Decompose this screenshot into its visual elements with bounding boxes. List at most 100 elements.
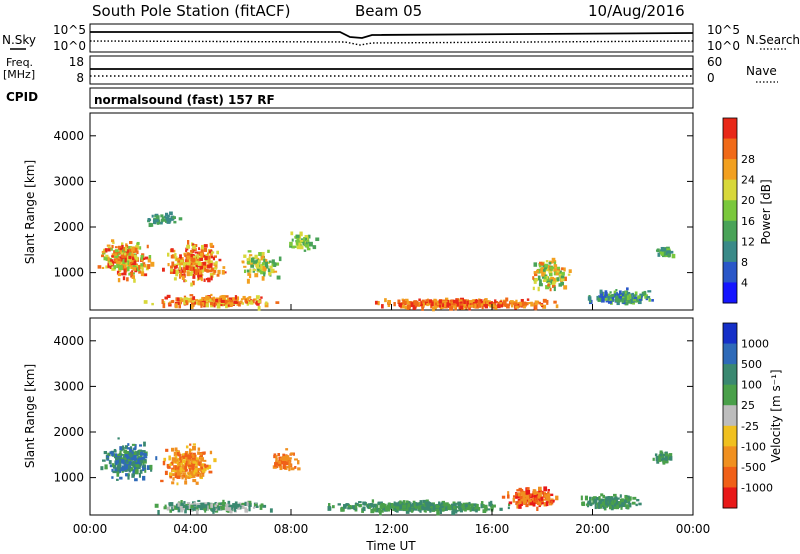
power-return-cell (484, 298, 488, 302)
power-return-cell (241, 302, 244, 305)
velocity-return-cell (593, 498, 597, 504)
power-return-cell (520, 298, 524, 303)
power-return-cell (597, 297, 602, 302)
power-return-cell (540, 303, 543, 307)
power-return-cell (418, 298, 421, 301)
x-tick-label: 04:00 (173, 522, 208, 536)
velocity-return-cell (184, 455, 189, 460)
velocity-return-cell (610, 505, 614, 511)
power-return-cell (549, 287, 552, 292)
power-return-cell (422, 302, 425, 307)
power-return-cell (551, 257, 556, 261)
power-return-cell (166, 294, 171, 299)
velocity-return-cell (589, 496, 592, 502)
velocity-return-cell (587, 500, 590, 505)
power-return-cell (207, 252, 210, 255)
power-return-cell (175, 264, 178, 269)
velocity-return-cell (281, 461, 284, 464)
power-return-cell (261, 255, 265, 260)
power-return-cell (623, 293, 628, 296)
power-return-cell (563, 276, 567, 282)
power-return-cell (210, 293, 213, 297)
velocity-return-cell (196, 459, 200, 463)
velocity-return-cell (132, 469, 135, 474)
power-return-cell (107, 248, 111, 252)
velocity-return-cell (400, 503, 404, 506)
velocity-return-cell (628, 498, 631, 502)
power-return-cell (199, 265, 204, 270)
power-return-cell (248, 273, 252, 279)
velocity-return-cell (206, 467, 210, 470)
power-return-cell (190, 282, 193, 287)
power-return-cell (666, 250, 670, 254)
velocity-return-cell (111, 468, 114, 472)
velocity-return-cell (278, 460, 281, 464)
cpid-label: CPID (6, 90, 38, 104)
power-return-cell (210, 275, 213, 281)
velocity-return-cell (464, 506, 467, 512)
velocity-y-tick-label: 4000 (53, 334, 84, 348)
power-return-cell (116, 270, 120, 275)
velocity-return-cell (297, 467, 301, 471)
power-return-cell (254, 273, 259, 278)
power-return-cell (550, 279, 553, 284)
power-return-cell (615, 295, 619, 300)
velocity-return-cell (115, 461, 118, 466)
velocity-return-cell (200, 464, 203, 469)
velocity-return-cell (130, 446, 133, 449)
velocity-return-cell (119, 453, 124, 456)
velocity-return-cell (197, 447, 201, 451)
power-return-cell (105, 256, 108, 261)
velocity-return-cell (605, 500, 608, 506)
velocity-return-cell (181, 475, 184, 480)
velocity-return-cell (392, 505, 396, 509)
power-return-cell (114, 253, 117, 256)
power-return-cell (165, 217, 169, 220)
power-return-cell (236, 297, 239, 302)
velocity-return-cell (182, 464, 185, 469)
velocity-return-cell (127, 473, 130, 477)
power-heatmap (97, 211, 676, 312)
power-return-cell (176, 257, 180, 261)
velocity-return-cell (532, 489, 537, 493)
nave-label: Nave (746, 64, 777, 78)
velocity-return-cell (131, 451, 134, 455)
power-return-cell (113, 250, 117, 254)
velocity-return-cell (438, 507, 442, 511)
power-return-cell (657, 252, 661, 257)
velocity-return-cell (619, 498, 624, 503)
velocity-return-cell (532, 494, 535, 498)
velocity-return-cell (253, 503, 258, 507)
velocity-return-cell (236, 504, 240, 508)
power-return-cell (667, 253, 670, 257)
velocity-return-cell (445, 506, 449, 510)
velocity-return-cell (188, 452, 193, 455)
velocity-return-cell (244, 507, 247, 513)
velocity-return-cell (545, 495, 548, 500)
velocity-return-cell (531, 497, 534, 501)
velocity-return-cell (597, 503, 601, 509)
power-return-cell (299, 239, 304, 242)
velocity-return-cell (398, 505, 403, 510)
velocity-return-cell (164, 470, 168, 476)
x-axis: 00:00 04:00 08:00 12:00 16:00 20:00 00:00 (73, 304, 710, 536)
velocity-return-cell (468, 501, 471, 507)
power-return-cell (194, 251, 198, 254)
power-return-cell (117, 278, 121, 283)
beam-label: Beam 05 (355, 2, 422, 20)
power-colorbar: 4 8 12 16 20 24 28 (722, 117, 755, 304)
velocity-return-cell (139, 444, 143, 447)
velocity-return-cell (117, 437, 120, 440)
velocity-return-cell (525, 490, 529, 495)
velocity-return-cell (111, 451, 114, 457)
power-return-cell (533, 273, 538, 277)
velocity-return-cell (163, 457, 167, 462)
velocity-return-cell (127, 475, 130, 480)
freq-label-line2: [MHz] (3, 68, 35, 81)
velocity-return-cell (501, 495, 506, 499)
velocity-return-cell (459, 506, 462, 511)
power-return-cell (124, 257, 127, 263)
velocity-return-cell (121, 465, 125, 468)
power-return-cell (117, 272, 122, 277)
